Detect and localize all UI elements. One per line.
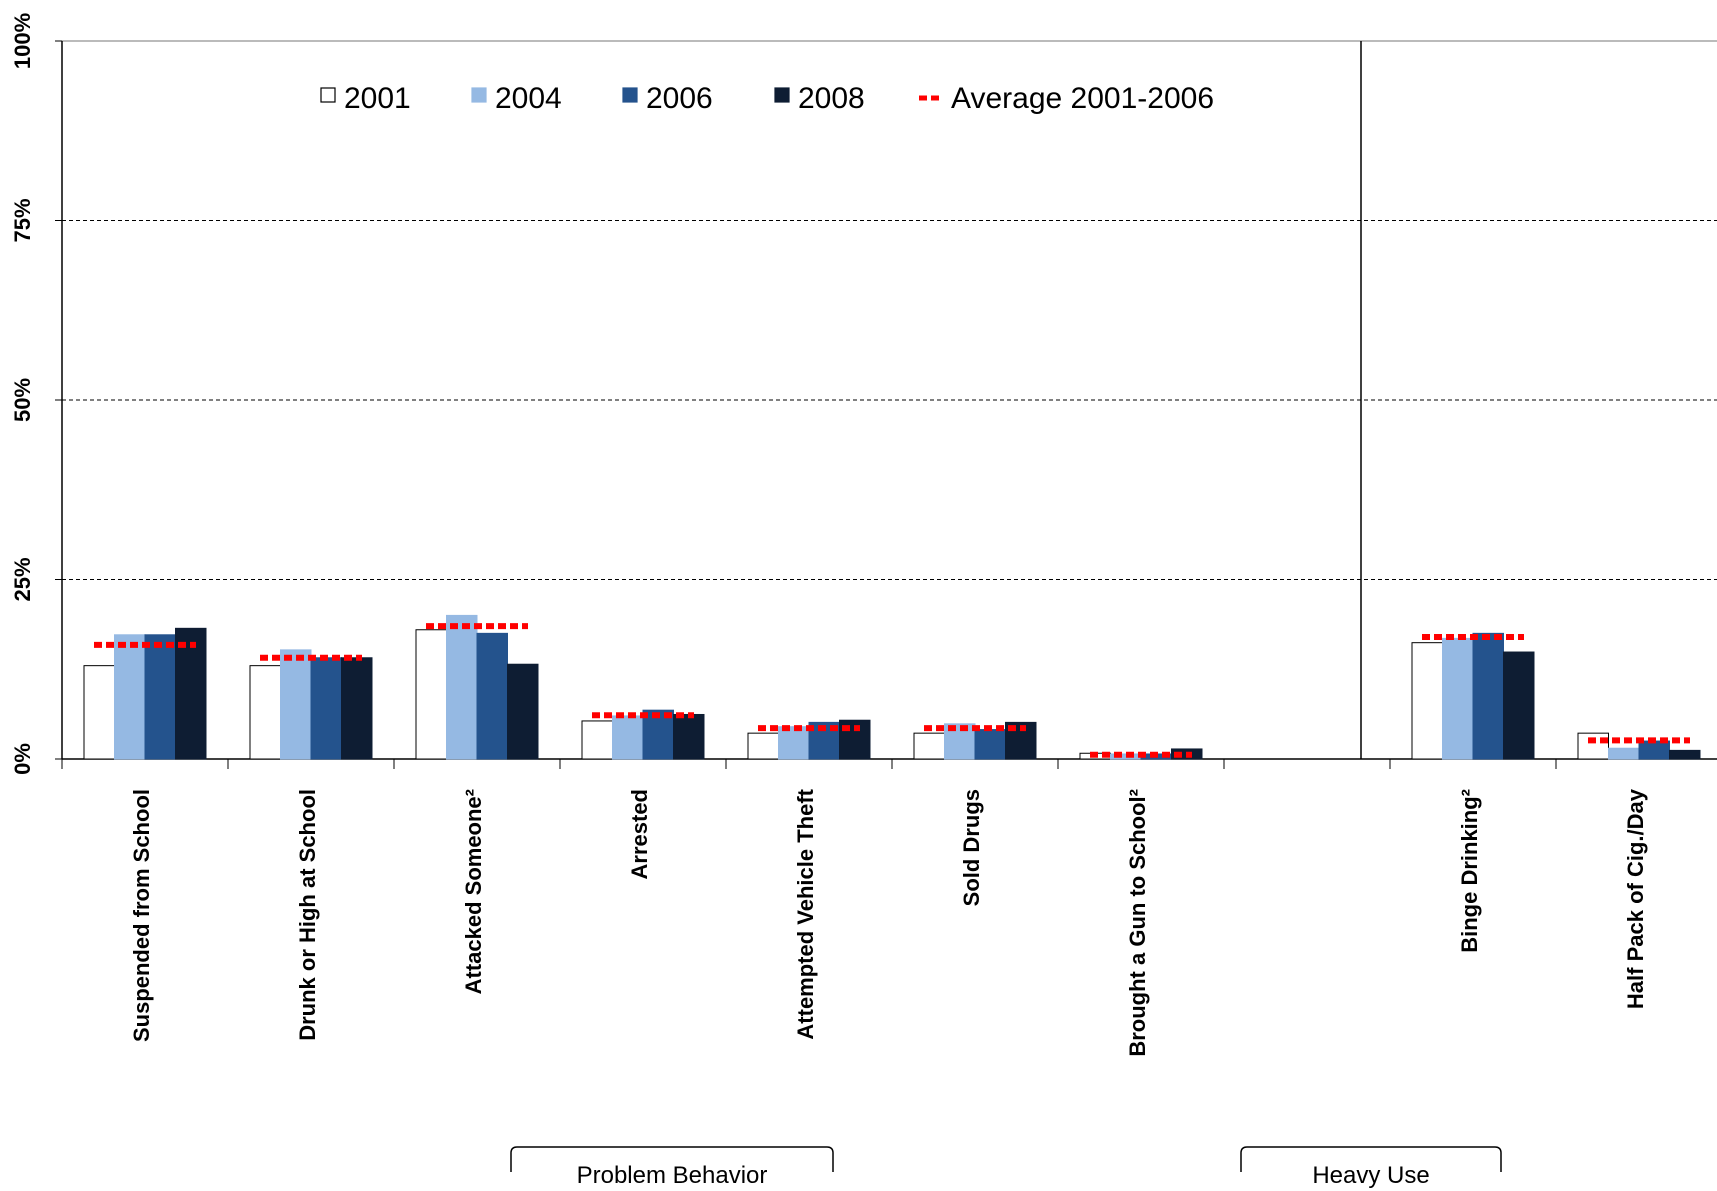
bar-2006 [974, 729, 1006, 760]
legend-label: 2001 [344, 82, 411, 115]
category-label: Suspended from School [129, 789, 154, 1042]
legend-label: Average 2001-2006 [951, 82, 1214, 115]
bar-2006 [144, 634, 176, 760]
legend-swatch [471, 87, 487, 103]
y-tick-label: 75% [10, 198, 35, 242]
bar-2006 [1472, 632, 1504, 760]
category-label: Drunk or High at School [295, 789, 320, 1041]
bar-2001 [415, 629, 447, 760]
bar-2008 [673, 713, 705, 760]
bar-2004 [114, 634, 146, 760]
legend-label: 2006 [646, 82, 713, 115]
bar-2001 [747, 732, 779, 760]
bar-2001 [83, 665, 115, 760]
bar-2008 [507, 663, 539, 760]
group-label: Heavy Use [1312, 1162, 1429, 1189]
bar-2001 [913, 732, 945, 760]
y-tick-label: 0% [10, 743, 35, 775]
bar-2004 [612, 715, 644, 760]
bar-2004 [1608, 747, 1640, 760]
category-label: Binge Drinking² [1457, 789, 1482, 953]
category-label: Brought a Gun to School² [1125, 789, 1150, 1057]
legend-label: 2008 [798, 82, 865, 115]
bar-2001 [249, 665, 281, 760]
legend-swatch [320, 87, 336, 103]
bar-2006 [642, 709, 674, 760]
group-bracket [1240, 1146, 1502, 1172]
bar-2004 [778, 726, 810, 760]
bar-2004 [446, 614, 478, 760]
bar-2006 [1638, 740, 1670, 760]
category-label: Half Pack of Cig./Day [1623, 788, 1648, 1009]
group-label: Problem Behavior [577, 1162, 768, 1189]
bar-2001 [1577, 732, 1609, 760]
bar-2006 [476, 632, 508, 760]
legend-swatch [622, 87, 638, 103]
category-label: Sold Drugs [959, 789, 984, 906]
legend-swatch [774, 87, 790, 103]
bar-2008 [175, 627, 207, 760]
group-bracket [510, 1146, 834, 1172]
bar-2001 [581, 720, 613, 760]
category-label: Attacked Someone² [461, 789, 486, 994]
bar-2004 [1442, 637, 1474, 760]
bar-2008 [1503, 651, 1535, 760]
category-label: Arrested [627, 789, 652, 879]
category-label: Attempted Vehicle Theft [793, 788, 818, 1039]
y-tick-label: 100% [10, 13, 35, 69]
bar-2008 [1669, 749, 1701, 760]
y-tick-label: 25% [10, 557, 35, 601]
legend-label: 2004 [495, 82, 562, 115]
bar-2004 [280, 649, 312, 760]
bar-2008 [341, 657, 373, 760]
y-tick-label: 50% [10, 378, 35, 422]
bar-2001 [1411, 642, 1443, 760]
bar-2006 [310, 657, 342, 760]
